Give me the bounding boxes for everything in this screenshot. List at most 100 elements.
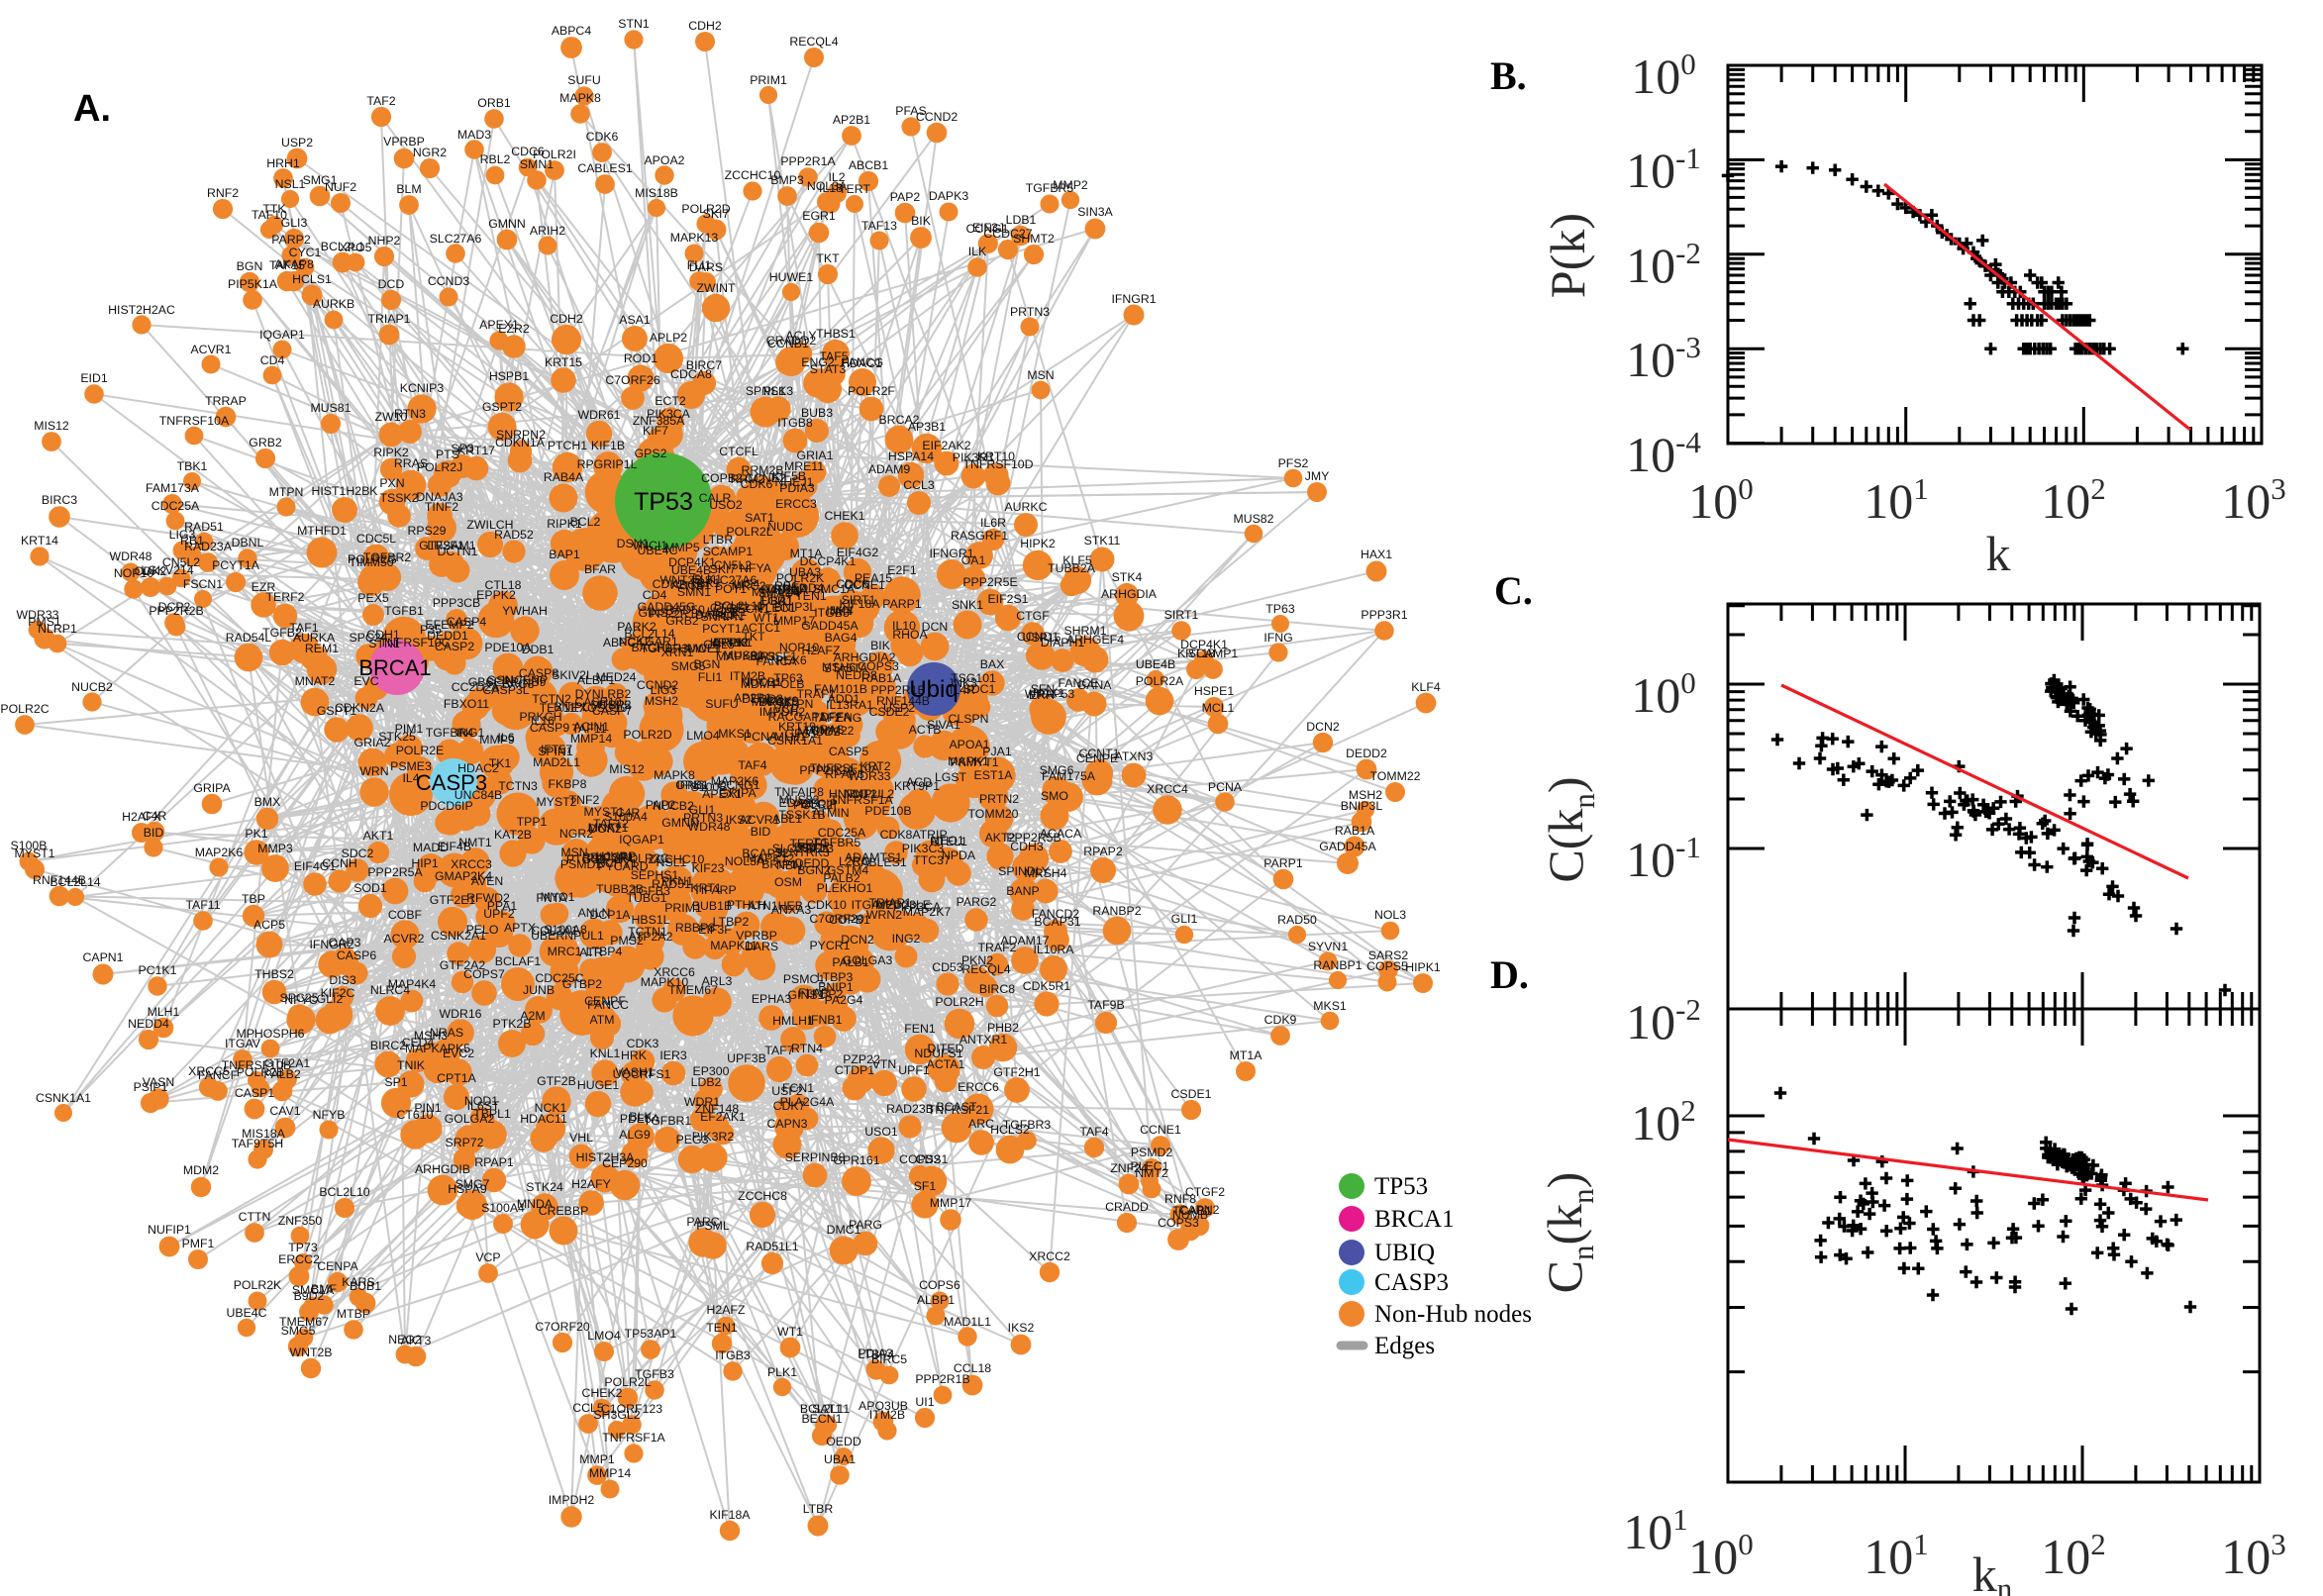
svg-text:TGFBR5: TGFBR5 [1026, 181, 1074, 195]
svg-text:RAB1A: RAB1A [861, 671, 902, 685]
svg-text:GSPT1: GSPT1 [317, 704, 356, 718]
svg-text:CCNG1: CCNG1 [965, 222, 1008, 236]
svg-text:STA5TA: STA5TA [824, 661, 868, 675]
svg-text:ZNF350: ZNF350 [278, 1214, 323, 1228]
svg-text:GPR161: GPR161 [833, 1153, 879, 1167]
svg-text:PARG: PARG [849, 1218, 882, 1232]
svg-text:ZW10: ZW10 [375, 410, 408, 424]
svg-text:TP53: TP53 [1374, 1173, 1428, 1200]
svg-text:TNFRSF1A: TNFRSF1A [602, 1431, 665, 1445]
svg-text:GADD45A: GADD45A [801, 619, 858, 633]
svg-text:BCL2: BCL2 [570, 515, 601, 529]
svg-text:ZWINT: ZWINT [697, 281, 736, 295]
svg-text:SNRPN: SNRPN [700, 610, 743, 624]
svg-text:CDH2: CDH2 [688, 19, 722, 33]
svg-text:PMF1: PMF1 [182, 1237, 215, 1250]
svg-text:PSMC1: PSMC1 [783, 972, 826, 986]
svg-text:ARHGDIA2: ARHGDIA2 [834, 650, 896, 664]
svg-text:SMO: SMO [1041, 789, 1068, 803]
svg-text:GMNN: GMNN [661, 816, 699, 830]
svg-text:PDCD6IP: PDCD6IP [420, 799, 472, 813]
svg-text:LIG3: LIG3 [651, 683, 677, 697]
svg-text:ACTA1: ACTA1 [927, 1057, 965, 1071]
svg-text:10-2: 10-2 [1626, 992, 1701, 1049]
svg-text:H2AFY: H2AFY [571, 1177, 611, 1191]
svg-text:PPP2R1B: PPP2R1B [870, 683, 925, 697]
svg-text:RACGAP1: RACGAP1 [768, 710, 827, 724]
svg-text:APLP2: APLP2 [650, 331, 687, 345]
svg-text:HSPA9: HSPA9 [448, 1182, 487, 1196]
svg-text:TGFBR4: TGFBR4 [426, 726, 474, 740]
svg-text:SDC2: SDC2 [342, 847, 374, 860]
svg-text:KRT10: KRT10 [977, 449, 1015, 463]
svg-text:TRRAP: TRRAP [765, 582, 807, 596]
svg-text:APEX1: APEX1 [702, 787, 742, 801]
svg-text:PRTN3: PRTN3 [683, 811, 723, 825]
svg-text:ATRIP: ATRIP [912, 828, 947, 842]
svg-text:ABL1: ABL1 [772, 812, 802, 826]
svg-text:THBS2: THBS2 [254, 967, 294, 981]
svg-text:CTC1: CTC1 [749, 621, 780, 635]
svg-text:PIK3R1: PIK3R1 [953, 450, 995, 464]
svg-text:MADD2: MADD2 [797, 725, 840, 739]
svg-text:KLF4: KLF4 [1411, 680, 1441, 694]
svg-text:NSL1: NSL1 [656, 855, 687, 869]
svg-text:VASN: VASN [143, 1075, 175, 1089]
svg-text:PEX5: PEX5 [357, 591, 389, 605]
svg-text:FANCD2: FANCD2 [1032, 907, 1080, 921]
svg-text:BIRC3: BIRC3 [42, 493, 77, 507]
svg-text:AURKA: AURKA [293, 631, 336, 645]
svg-text:FAM175A: FAM175A [1042, 769, 1096, 783]
svg-text:CASP2: CASP2 [435, 640, 474, 653]
svg-text:SMC1A: SMC1A [813, 582, 856, 596]
svg-text:PLA2G4A: PLA2G4A [780, 1095, 835, 1109]
svg-text:CSNK1A1: CSNK1A1 [767, 734, 823, 748]
svg-text:GLI3: GLI3 [281, 216, 308, 230]
svg-text:NFYB: NFYB [313, 1108, 346, 1122]
svg-text:TAF12: TAF12 [593, 817, 629, 831]
svg-text:ZNF24: ZNF24 [1110, 1161, 1148, 1175]
svg-text:RAD23A: RAD23A [760, 583, 809, 597]
svg-text:PYCR1: PYCR1 [809, 939, 850, 952]
svg-text:CDK9: CDK9 [1264, 1013, 1297, 1027]
svg-text:MMP2: MMP2 [1053, 178, 1088, 192]
svg-text:MAP2K7: MAP2K7 [903, 905, 952, 919]
svg-text:RECQL4: RECQL4 [789, 35, 838, 49]
svg-text:RIPK2: RIPK2 [373, 446, 409, 459]
svg-text:CN5L2: CN5L2 [714, 558, 752, 572]
svg-text:XPO5: XPO5 [340, 241, 372, 254]
svg-text:AKT1: AKT1 [363, 829, 394, 843]
svg-text:PARP1: PARP1 [1263, 856, 1303, 870]
svg-text:SUFU: SUFU [567, 73, 600, 87]
svg-text:BNIP3L: BNIP3L [774, 600, 817, 614]
svg-text:S100B: S100B [691, 780, 728, 794]
svg-text:PDICSF1: PDICSF1 [582, 850, 634, 864]
svg-text:DCP4K1: DCP4K1 [668, 555, 716, 569]
svg-text:RAD23A: RAD23A [184, 540, 233, 553]
svg-text:COPS3: COPS3 [1158, 1216, 1199, 1230]
svg-text:MMP17: MMP17 [773, 614, 816, 628]
svg-text:TCTN2: TCTN2 [532, 692, 571, 706]
svg-text:ATM: ATM [589, 1013, 614, 1027]
svg-text:EZR2: EZR2 [498, 322, 530, 336]
svg-text:WRAP53: WRAP53 [1025, 687, 1075, 701]
svg-text:CASP9: CASP9 [530, 721, 569, 735]
svg-text:PHB2: PHB2 [987, 1021, 1019, 1035]
svg-text:ANTXR1: ANTXR1 [960, 1033, 1008, 1047]
svg-text:INK4: INK4 [826, 604, 853, 618]
svg-text:CT610: CT610 [397, 1108, 434, 1122]
svg-text:RPAP2: RPAP2 [1083, 845, 1123, 858]
svg-text:TAF4: TAF4 [738, 758, 766, 772]
svg-text:PELO: PELO [466, 923, 499, 937]
svg-text:TGFB3: TGFB3 [631, 884, 670, 898]
svg-text:RAD50: RAD50 [1277, 913, 1317, 927]
svg-text:TAF10: TAF10 [252, 208, 287, 222]
svg-text:BIRC7: BIRC7 [686, 358, 722, 372]
svg-text:HIST1H2BK: HIST1H2BK [312, 484, 379, 498]
svg-text:ARIH2: ARIH2 [530, 224, 565, 238]
svg-text:STK4: STK4 [1112, 570, 1143, 584]
svg-text:KIF1B: KIF1B [591, 439, 625, 452]
svg-text:LTBP2: LTBP2 [713, 915, 750, 929]
svg-text:CTGF2: CTGF2 [710, 601, 750, 615]
svg-text:PAP2: PAP2 [646, 798, 676, 812]
